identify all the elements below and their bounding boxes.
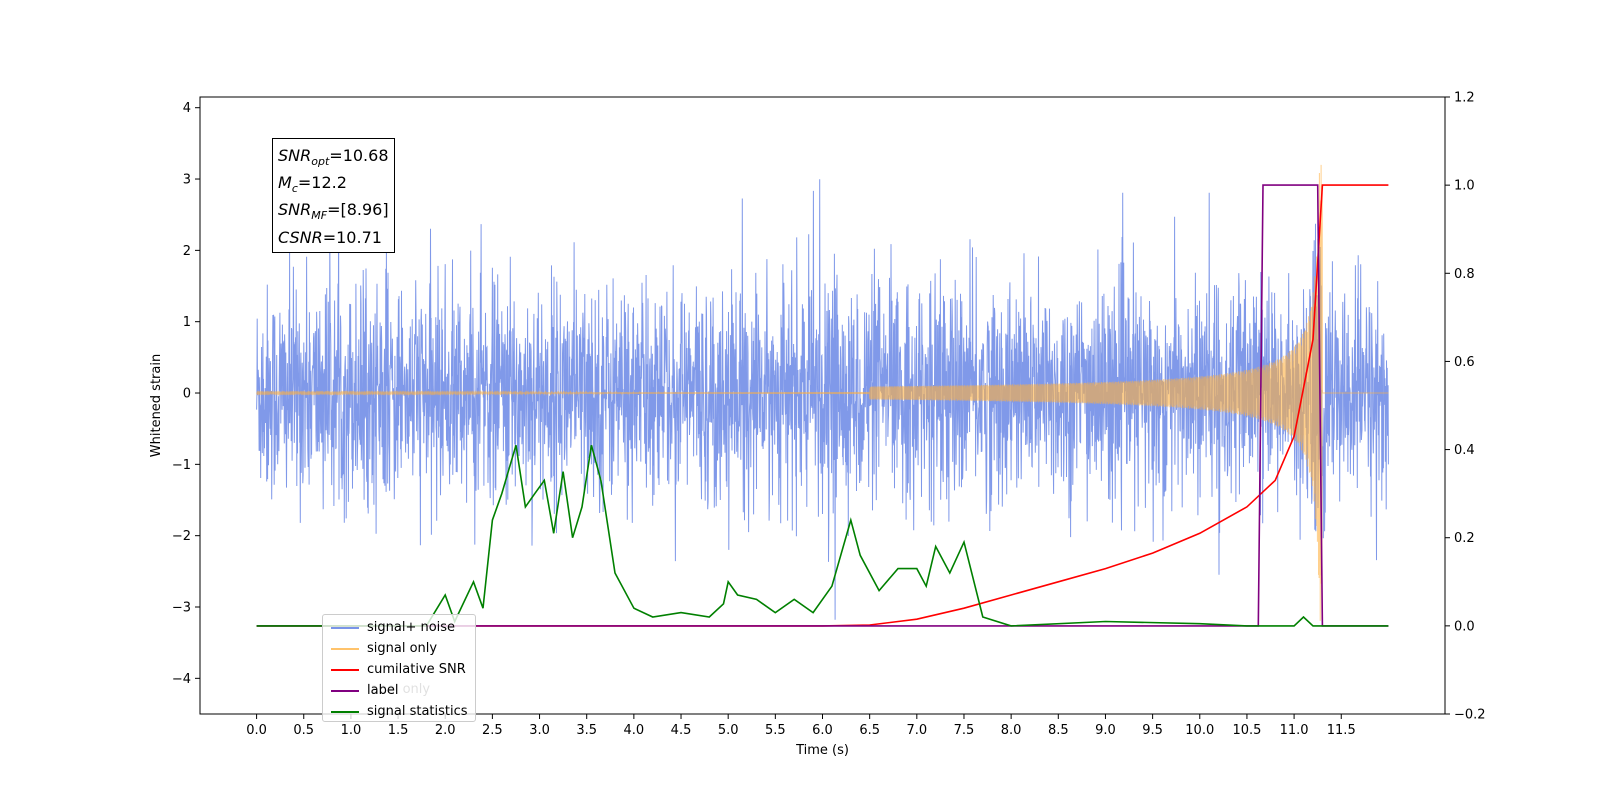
left-y-tick-label: −2: [172, 529, 191, 544]
left-y-axis-ticks: −4 −3 −2 −1 0 1 2 3 4: [172, 101, 200, 687]
right-y-tick-label: 1.2: [1454, 91, 1475, 106]
legend-swatch: [331, 689, 359, 692]
stats-annotation: SNRopt=10.68 Mc=12.2 SNRMF=[8.96] CSNR=1…: [272, 138, 395, 253]
x-axis-label: Time (s): [795, 743, 849, 758]
x-tick-label: 5.0: [718, 723, 739, 738]
x-tick-label: 8.5: [1048, 723, 1069, 738]
right-y-tick-label: 0.8: [1454, 267, 1475, 282]
left-y-tick-label: 3: [183, 173, 191, 188]
mc-line: Mc=12.2: [278, 173, 347, 196]
x-tick-label: 8.0: [1001, 723, 1022, 738]
csnr-line: CSNR=10.71: [278, 227, 382, 247]
right-y-tick-label: 0.2: [1454, 531, 1475, 546]
legend-item-signal-noise: signal+ noise: [323, 617, 475, 638]
y-axis-label: Whitened strain: [149, 354, 164, 457]
x-tick-label: 3.0: [529, 723, 550, 738]
mc-value: =12.2: [297, 173, 347, 193]
snr-opt-line: SNRopt=10.68: [278, 146, 389, 169]
x-tick-label: 9.5: [1142, 723, 1163, 738]
right-y-tick-label: 0.4: [1454, 443, 1475, 458]
legend-item-signal-only: signal only: [323, 638, 475, 659]
x-tick-label: 2.5: [482, 723, 503, 738]
x-tick-label: 5.5: [765, 723, 786, 738]
legend-label: signal only: [367, 641, 438, 656]
left-y-tick-label: 2: [183, 244, 191, 259]
x-tick-label: 2.0: [435, 723, 456, 738]
snr-mf-value: =[8.96]: [327, 200, 389, 220]
x-tick-label: 11.5: [1327, 723, 1356, 738]
legend-occluded-text: label only: [367, 682, 431, 697]
legend-swatch: [331, 668, 359, 671]
legend-label: cumilative SNR: [367, 662, 466, 677]
x-tick-label: 0.0: [246, 723, 267, 738]
x-tick-label: 3.5: [576, 723, 597, 738]
left-y-tick-label: 1: [183, 315, 191, 330]
x-tick-label: 10.0: [1185, 723, 1214, 738]
x-tick-label: 11.0: [1280, 723, 1309, 738]
x-tick-label: 4.0: [624, 723, 645, 738]
series-signal-statistics: [256, 444, 1389, 627]
left-y-tick-label: −1: [172, 458, 191, 473]
legend-label: signal statistics: [367, 704, 468, 719]
csnr-value: =10.71: [322, 227, 382, 247]
legend-label: label: [367, 683, 399, 698]
x-axis-ticks: 0.0 0.5 1.0 1.5 2.0 2.5 3.0 3.5 4.0 4.5 5.0 5.5 6.0 6…: [246, 714, 1356, 738]
left-y-tick-label: 4: [183, 101, 191, 116]
legend-item-label: label label only: [323, 680, 475, 701]
x-tick-label: 0.5: [293, 723, 314, 738]
left-y-tick-label: −4: [172, 672, 191, 687]
plot-area: [256, 164, 1389, 627]
snr-mf-line: SNRMF=[8.96]: [278, 200, 389, 223]
snr-opt-value: =10.68: [329, 146, 389, 165]
right-y-tick-label: 1.0: [1454, 179, 1475, 194]
left-y-tick-label: 0: [183, 387, 191, 402]
legend-swatch: [331, 710, 359, 713]
x-tick-label: 9.0: [1095, 723, 1116, 738]
x-tick-label: 1.5: [388, 723, 409, 738]
left-y-tick-label: −3: [172, 601, 191, 616]
x-tick-label: 4.5: [671, 723, 692, 738]
legend-label: signal+ noise: [367, 620, 456, 635]
right-y-axis-ticks: −0.2 0.0 0.2 0.4 0.6 0.8 1.0 1.2: [1445, 91, 1486, 723]
right-y-tick-label: 0.0: [1454, 619, 1475, 634]
legend: signal+ noise signal only cumilative SNR…: [322, 614, 476, 722]
series-cumulative-snr: [256, 184, 1389, 627]
series-signal-only: [256, 164, 1389, 621]
x-tick-label: 10.5: [1232, 723, 1261, 738]
right-y-tick-label: 0.6: [1454, 355, 1475, 370]
x-tick-label: 6.5: [859, 723, 880, 738]
x-tick-label: 1.0: [341, 723, 362, 738]
legend-swatch: [331, 647, 359, 650]
right-y-tick-label: −0.2: [1454, 708, 1486, 723]
x-tick-label: 7.0: [906, 723, 927, 738]
legend-swatch: [331, 626, 359, 629]
x-tick-label: 6.0: [812, 723, 833, 738]
legend-item-signal-statistics: signal statistics: [323, 701, 475, 722]
legend-item-cumulative-snr: cumilative SNR: [323, 659, 475, 680]
x-tick-label: 7.5: [954, 723, 975, 738]
